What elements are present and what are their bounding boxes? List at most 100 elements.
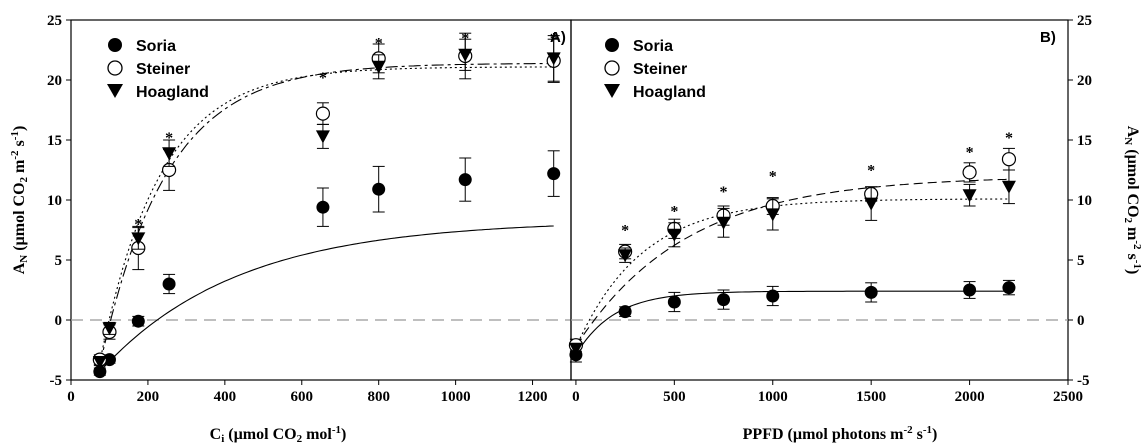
panel-a-xlabel-mid2: mol xyxy=(302,426,332,443)
panel-b-point-steiner xyxy=(1001,152,1017,167)
panel-a-xlabel-sup: -1 xyxy=(332,424,341,436)
panel-a-xlabel-main: C xyxy=(210,426,222,443)
legend-soria-marker xyxy=(605,38,619,52)
panel-a-xlabel-sub1: i xyxy=(221,433,224,445)
panel-a-ylabel: AN (µmol CO2 m-2 s-1) xyxy=(9,126,30,275)
panel-b-xlabel-mid: s xyxy=(913,426,923,443)
panel-b-point-hoagland xyxy=(568,342,583,356)
panel-a-legend: Soria Steiner Hoagland xyxy=(107,38,209,101)
panel-a-xlabel-sub2: 2 xyxy=(297,433,303,445)
panel-a-y-tick-label: 15 xyxy=(47,133,62,149)
panel-b-fit-curve-steiner xyxy=(575,178,1010,347)
panel-a-x-tick-label: 0 xyxy=(67,389,75,405)
panel-b-point-hoagland xyxy=(765,208,780,222)
panel-a-significance-star: * xyxy=(319,70,327,87)
panel-a-y-tick-label: 5 xyxy=(55,253,63,269)
panel-b-legend: Soria Steiner Hoagland xyxy=(604,38,706,101)
panel-b-y-tick-label: 20 xyxy=(1077,73,1092,89)
panel-b-x-tick-label: 500 xyxy=(663,389,686,405)
panel-a-point-hoagland xyxy=(92,356,107,369)
panel-a-significance-star: * xyxy=(134,217,142,234)
panel-b-y-tick-label: 10 xyxy=(1077,193,1092,209)
panel-a-point-hoagland xyxy=(102,322,117,336)
legend-steiner-marker xyxy=(107,60,123,76)
panel-b-point-hoagland xyxy=(864,197,879,211)
panel-b-point-hoagland xyxy=(962,189,977,203)
panel-b-point-soria xyxy=(864,285,878,299)
panel-a-point-hoagland xyxy=(546,52,561,66)
panel-a-point-hoagland xyxy=(458,48,473,62)
legend-hoagland-label: Hoagland xyxy=(633,84,706,101)
panel-a-xlabel-end: ) xyxy=(341,426,346,443)
svg-text:AN (µmol CO2 m-2 s-1): AN (µmol CO2 m-2 s-1) xyxy=(1122,126,1143,275)
panel-b-significance-star: * xyxy=(966,145,974,162)
svg-text:Ci (µmol CO2 mol-1): Ci (µmol CO2 mol-1) xyxy=(210,424,347,445)
panel-b-y-tick-label: 0 xyxy=(1077,313,1085,329)
svg-text:AN (µmol CO2 m-2 s-1): AN (µmol CO2 m-2 s-1) xyxy=(9,126,30,275)
legend-soria-label: Soria xyxy=(136,38,176,55)
panel-a-x-tick-label: 200 xyxy=(137,389,160,405)
panel-a-significance-star: * xyxy=(550,31,558,48)
panel-a-x-tick-label: 400 xyxy=(214,389,237,405)
panel-b-significance-star: * xyxy=(867,163,875,180)
panel-a-x-tick-label: 800 xyxy=(367,389,390,405)
panel-b-significance-star: * xyxy=(670,203,678,220)
panel-b-point-soria xyxy=(667,295,681,309)
panel-a-significance-star: * xyxy=(375,35,383,52)
legend-hoagland-label: Hoagland xyxy=(136,84,209,101)
legend-steiner-label: Steiner xyxy=(633,61,687,78)
panel-a-fit-curve-hoagland xyxy=(99,62,554,366)
panel-a-significance-star: * xyxy=(461,31,469,48)
panel-b-point-hoagland xyxy=(667,228,682,242)
panel-b-point-soria xyxy=(1002,281,1016,295)
panel-a-xlabel-mid: (µmol CO xyxy=(224,426,296,443)
panel-b-xlabel-sup1: -2 xyxy=(903,424,913,436)
panel-a-point-soria xyxy=(547,167,561,181)
panel-a-point-hoagland xyxy=(315,130,330,144)
panel-a-x-tick-label: 1000 xyxy=(441,389,471,405)
panel-b-point-soria xyxy=(963,283,977,297)
panel-a-point-hoagland xyxy=(371,60,386,74)
svg-text:PPFD (µmol photons m-2 s-1): PPFD (µmol photons m-2 s-1) xyxy=(743,424,938,443)
panel-b-label: B) xyxy=(1040,29,1056,46)
panel-a-y-tick-label: 20 xyxy=(47,73,62,89)
panel-b-point-hoagland xyxy=(618,249,633,263)
panel-a-y-tick-label: -5 xyxy=(50,373,63,389)
panel-a-point-soria xyxy=(162,277,176,291)
panel-b-x-tick-label: 1500 xyxy=(856,389,886,405)
panel-a-point-soria xyxy=(93,365,107,379)
panel-a-y-tick-label: 25 xyxy=(47,13,62,29)
panel-b-point-hoagland xyxy=(716,216,731,230)
legend-soria-label: Soria xyxy=(633,38,673,55)
panel-a-point-soria xyxy=(131,314,145,328)
panel-a-fit-curve-soria xyxy=(99,225,554,372)
panel-a-point-soria xyxy=(316,200,330,214)
panel-b-point-soria xyxy=(766,289,780,303)
panel-b-xlabel-end: ) xyxy=(932,426,937,443)
panel-b-point-soria xyxy=(618,305,632,319)
panel-b-x-tick-label: 2000 xyxy=(955,389,985,405)
panel-b-significance-star: * xyxy=(1005,130,1013,147)
panel-a-point-hoagland xyxy=(131,232,146,246)
panel-a-point-soria xyxy=(372,182,386,196)
panel-a-y-tick-label: 0 xyxy=(55,313,63,329)
panel-b-xlabel: PPFD (µmol photons m-2 s-1) xyxy=(743,424,938,443)
panel-b-point-soria xyxy=(717,293,731,307)
panel-a-point-steiner xyxy=(315,106,331,121)
panel-b-fit-curve-soria xyxy=(575,290,1009,356)
panel-b-x-tick-label: 2500 xyxy=(1053,389,1083,405)
panel-a-point-hoagland xyxy=(162,147,177,161)
panel-a-x-tick-label: 600 xyxy=(291,389,314,405)
legend-hoagland-marker xyxy=(107,84,123,98)
panel-a-significance-star: * xyxy=(165,130,173,147)
panel-b-x-tick-label: 0 xyxy=(572,389,580,405)
legend-steiner-marker xyxy=(604,60,620,76)
panel-a-xlabel: Ci (µmol CO2 mol-1) xyxy=(210,424,347,445)
panel-a-y-tick-label: 10 xyxy=(47,193,62,209)
panel-a-point-soria xyxy=(458,173,472,187)
legend-soria-marker xyxy=(108,38,122,52)
panel-b-point-hoagland xyxy=(1001,180,1016,194)
panel-b-fit-curve-hoagland xyxy=(575,198,1009,348)
